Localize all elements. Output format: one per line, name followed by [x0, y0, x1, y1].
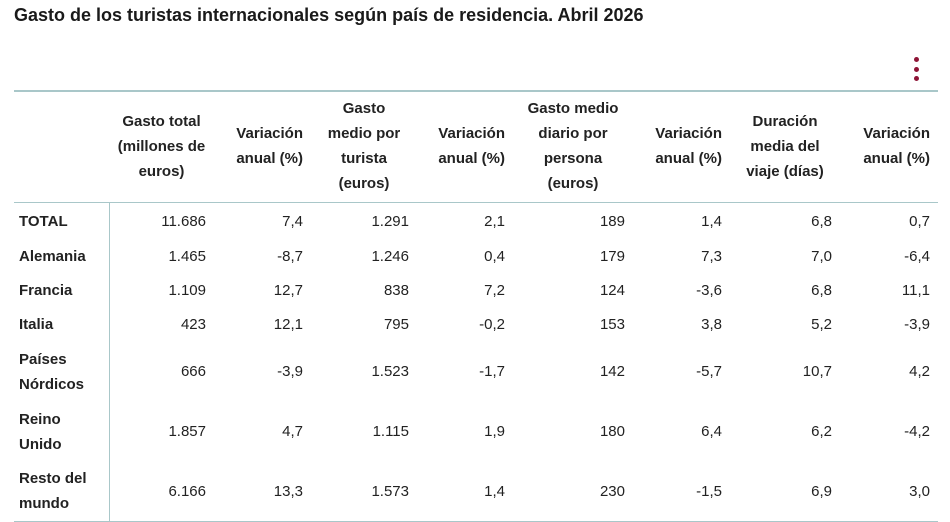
table-cell: 423: [108, 307, 214, 342]
table-cell: -3,9: [904, 316, 930, 333]
table-cell: 7,0: [811, 248, 832, 265]
table-cell: -1,7: [479, 363, 505, 380]
table-cell: 189: [599, 212, 625, 230]
column-header: Variación anual (%): [655, 125, 722, 167]
row-label: Reino Unido: [19, 410, 62, 453]
table-cell: -8,7: [277, 248, 303, 265]
table-cell: 142: [599, 363, 625, 380]
table-cell: 1.109: [108, 273, 214, 308]
row-label: TOTAL: [19, 212, 68, 230]
table-cell: -3,9: [277, 363, 303, 380]
table-cell: 1.115: [372, 423, 409, 440]
row-label: Resto del mundo: [19, 470, 87, 513]
table-cell: 7,4: [282, 212, 303, 230]
column-header: [14, 91, 109, 203]
table-cell: 3,0: [909, 482, 930, 500]
column-header: Gasto total (millones de euros): [117, 112, 206, 180]
table-cell: 5,2: [811, 316, 832, 333]
table-cell: 1.857: [108, 401, 214, 462]
table-cell: 124: [599, 282, 625, 299]
table-cell: 230: [599, 482, 625, 500]
table-cell: 6,8: [811, 282, 832, 299]
table-row: Alemania 1.465 -8,7 1.246 0,4 179 7,3 7,…: [14, 239, 938, 274]
table-cell: 153: [599, 316, 625, 333]
column-header: Variación anual (%): [863, 125, 930, 167]
table-cell: -3,6: [696, 282, 722, 299]
table-cell: 838: [383, 282, 409, 299]
table-cell: 7,2: [484, 282, 505, 299]
row-label: Países Nórdicos: [19, 350, 85, 393]
column-header: Duración media del viaje (días): [746, 112, 824, 180]
table-cell: 6,9: [811, 482, 832, 500]
table-cell: 1,4: [701, 212, 722, 230]
vertical-ellipsis-icon: [913, 76, 919, 81]
page-title: Gasto de los turistas internacionales se…: [14, 5, 644, 25]
table-cell: 0,4: [484, 248, 505, 265]
table-cell: 795: [383, 316, 409, 333]
table-cell: 1.523: [371, 363, 409, 380]
table-cell: 6,8: [811, 212, 832, 230]
table-cell: 11,1: [901, 282, 930, 299]
table-row: Francia 1.109 12,7 838 7,2 124 -3,6 6,8 …: [14, 273, 938, 308]
row-label: Alemania: [19, 248, 86, 265]
table-cell: 0,7: [909, 212, 930, 230]
table-row: Italia 423 12,1 795 -0,2 153 3,8 5,2 -3,…: [14, 307, 938, 342]
table-cell: -5,7: [696, 363, 722, 380]
table-cell: 4,7: [282, 423, 303, 440]
more-options-button[interactable]: [908, 57, 924, 81]
table-cell: 10,7: [802, 363, 832, 380]
table-cell: 180: [599, 423, 625, 440]
table-cell: 12,1: [273, 316, 303, 333]
table-cell: 179: [599, 248, 625, 265]
table-cell: 4,2: [909, 363, 930, 380]
table-cell: 2,1: [484, 212, 505, 230]
table-cell: -1,5: [696, 482, 722, 500]
table-cell: 7,3: [701, 248, 722, 265]
row-label: Francia: [19, 282, 73, 299]
table-cell: -4,2: [904, 423, 930, 440]
table-cell: 1.246: [371, 248, 409, 265]
table-cell: -0,2: [479, 316, 505, 333]
table-cell: 1,9: [484, 423, 505, 440]
table-header-row: Gasto total (millones de euros) Variació…: [14, 91, 938, 203]
table-row: Países Nórdicos 666 -3,9 1.523 -1,7 142 …: [14, 341, 938, 402]
table-cell: 6,2: [811, 423, 832, 440]
table-cell: 6,4: [701, 423, 722, 440]
table-cell: 1.573: [371, 482, 409, 500]
table-cell: 11.686: [108, 202, 214, 240]
table-row: TOTAL 11.686 7,4 1.291 2,1 189 1,4 6,8 0…: [14, 202, 938, 240]
table-cell: 3,8: [701, 316, 722, 333]
column-header: Gasto medio diario por persona (euros): [527, 100, 619, 192]
table-row: Reino Unido 1.857 4,7 1.115 1,9 180 6,4 …: [14, 401, 938, 462]
table-cell: 666: [108, 341, 214, 402]
data-table: Gasto total (millones de euros) Variació…: [14, 90, 938, 522]
column-header: Variación anual (%): [236, 125, 303, 167]
table-cell: 1.291: [371, 212, 409, 230]
table-cell: 1,4: [484, 482, 505, 500]
column-header: Gasto medio por turista (euros): [327, 100, 401, 192]
table-cell: 1.465: [108, 239, 214, 274]
table-cell: 12,7: [273, 282, 303, 299]
table-cell: 13,3: [273, 482, 303, 500]
table-row: Resto del mundo 6.166 13,3 1.573 1,4 230…: [14, 461, 938, 522]
column-header: Variación anual (%): [438, 125, 505, 167]
vertical-ellipsis-icon: [913, 57, 919, 62]
table-cell: -6,4: [904, 248, 930, 265]
vertical-ellipsis-icon: [913, 66, 919, 72]
table-cell: 6.166: [108, 461, 214, 522]
row-label: Italia: [19, 316, 54, 333]
